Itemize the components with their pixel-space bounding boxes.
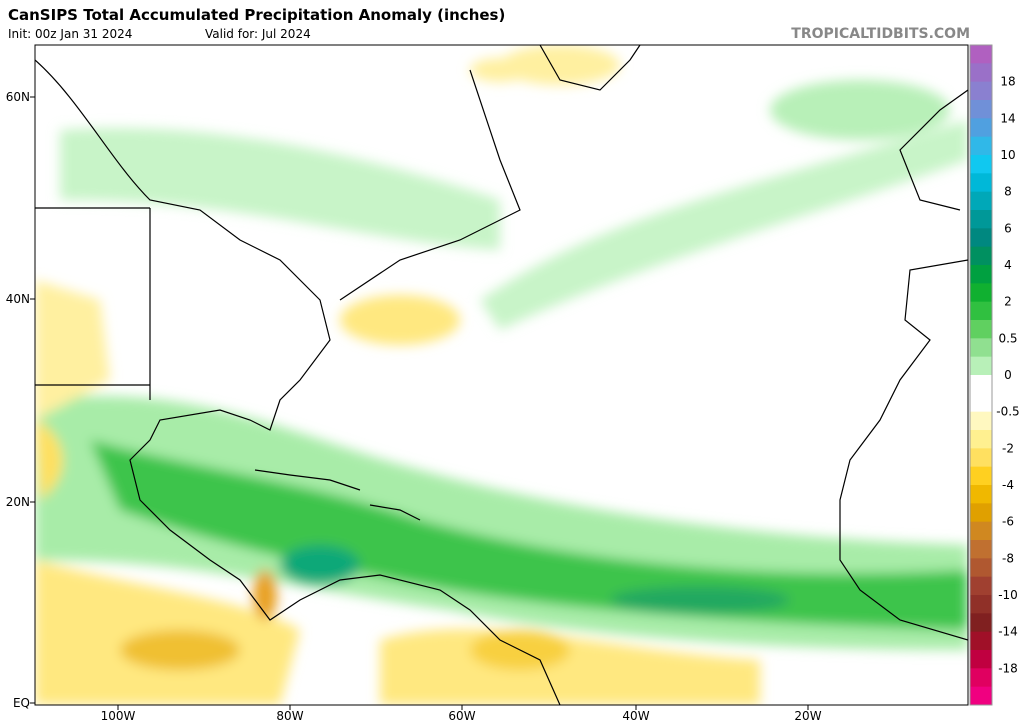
lat-label: 60N	[6, 90, 30, 104]
colorbar-swatch	[970, 576, 992, 596]
colorbar-label: -4	[1002, 478, 1014, 492]
colorbar-label: -10	[998, 588, 1018, 602]
colorbar-label: 0	[1004, 368, 1012, 382]
colorbar-swatch	[970, 228, 992, 248]
colorbar-swatch	[970, 283, 992, 303]
map-frame	[34, 44, 969, 706]
colorbar-label: 6	[1004, 221, 1012, 235]
colorbar-swatch	[970, 63, 992, 83]
colorbar-label: 2	[1004, 295, 1012, 309]
colorbar-swatch	[970, 521, 992, 541]
colorbar-swatch	[970, 173, 992, 193]
colorbar-swatch	[970, 466, 992, 486]
colorbar-swatch	[970, 430, 992, 449]
colorbar-swatch	[970, 540, 992, 559]
colorbar-label: -18	[998, 661, 1018, 675]
colorbar-swatch	[970, 503, 992, 523]
colorbar-label: 8	[1004, 185, 1012, 199]
colorbar-swatch	[970, 45, 992, 64]
colorbar-label: 10	[1000, 148, 1015, 162]
colorbar-label: 18	[1000, 75, 1015, 89]
lon-label: 80W	[276, 709, 303, 723]
lon-label: 20W	[794, 709, 821, 723]
colorbar-swatch	[970, 631, 992, 651]
init: Init: 00z Jan 31 2024	[8, 27, 132, 41]
lat-label: EQ	[13, 696, 30, 710]
colorbar-label: -0.5	[996, 405, 1019, 419]
colorbar-swatch	[970, 375, 992, 394]
colorbar-swatch	[970, 393, 992, 413]
colorbar-swatch	[970, 81, 992, 101]
colorbar-frame	[969, 44, 993, 706]
colorbar-label: -8	[1002, 551, 1014, 565]
lon-label: 60W	[448, 709, 475, 723]
colorbar-label: -14	[998, 625, 1018, 639]
colorbar-swatch	[970, 320, 992, 339]
colorbar-swatch	[970, 301, 992, 321]
colorbar-label: 14	[1000, 111, 1015, 125]
colorbar-label: -2	[1002, 441, 1014, 455]
colorbar-swatch	[970, 356, 992, 376]
lat-label: 20N	[6, 495, 30, 509]
colorbar-label: 0.5	[998, 331, 1017, 345]
colorbar-swatch	[970, 265, 992, 284]
colorbar-swatch	[970, 411, 992, 431]
colorbar-swatch	[970, 448, 992, 468]
lon-label: 40W	[622, 709, 649, 723]
valid: Valid for: Jul 2024	[205, 27, 311, 41]
colorbar-swatch	[970, 100, 992, 119]
colorbar-swatch	[970, 210, 992, 229]
colorbar-swatch	[970, 191, 992, 211]
lon-label: 100W	[101, 709, 136, 723]
site: TROPICALTIDBITS.COM	[791, 26, 970, 42]
colorbar-swatch	[970, 338, 992, 358]
lat-label: 40N	[6, 292, 30, 306]
colorbar-swatch	[970, 155, 992, 174]
title: CanSIPS Total Accumulated Precipitation …	[8, 6, 505, 24]
colorbar-swatch	[970, 136, 992, 156]
map-field	[35, 45, 968, 705]
colorbar-swatch	[970, 613, 992, 633]
colorbar-swatch	[970, 118, 992, 138]
colorbar-swatch	[970, 246, 992, 266]
colorbar-swatch	[970, 485, 992, 504]
colorbar-swatch	[970, 668, 992, 688]
colorbar-swatch	[970, 650, 992, 669]
colorbar-swatch	[970, 686, 992, 706]
colorbar-swatch	[970, 595, 992, 614]
colorbar-swatch	[970, 558, 992, 578]
colorbar-label: -6	[1002, 515, 1014, 529]
colorbar-label: 4	[1004, 258, 1012, 272]
